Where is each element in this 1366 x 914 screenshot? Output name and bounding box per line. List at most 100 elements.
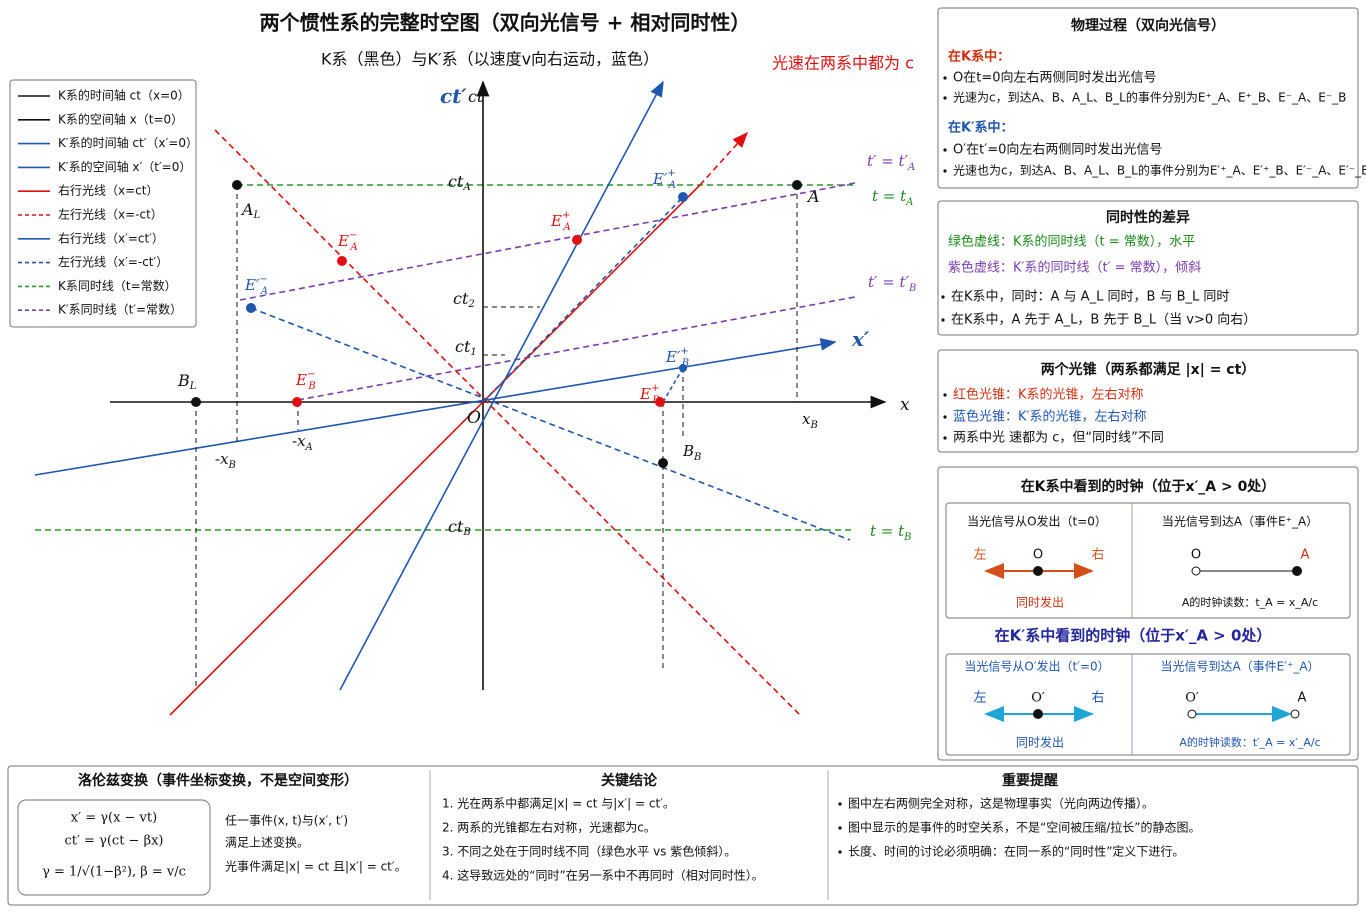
label-sub: B [651, 395, 659, 406]
label-base: x′ [851, 327, 870, 351]
legend-label: K′系的时间轴 ct′（x′=0） [58, 135, 198, 150]
light-left [214, 129, 801, 716]
bullet [943, 76, 947, 80]
bullet [943, 393, 947, 397]
light-right-prime [482, 196, 684, 403]
item: 1. 光在两系中都满足|x| = ct 与|x′| = ct′。 [442, 796, 675, 811]
legend-label: K系同时线（t=常数） [58, 278, 177, 293]
bullet [838, 850, 842, 854]
item: 在K系中，同时：A 与 A_L 同时，B 与 B_L 同时 [951, 290, 1229, 305]
label-sub: A [349, 242, 357, 253]
diagram-label: E′+ B [665, 346, 689, 369]
sub-title: 当光信号到达A（事件E⁺_A） [1162, 515, 1318, 529]
panel [937, 200, 1359, 336]
label-sub: B [228, 460, 236, 471]
item: 4. 这导致远处的“同时”在另一系中不再同时（相对同时性）。 [442, 868, 764, 883]
panel-title: 在K′系中看到的时钟（位于x′_A > 0处） [995, 627, 1272, 645]
diagram-label: t′ = t′B [868, 273, 916, 294]
diagram-label: xB [802, 410, 818, 431]
diagram-label: ct′ [440, 84, 467, 108]
caption: A的时钟读数：t_A = x_A/c [1182, 595, 1318, 609]
legend-label: 左行光线（x′=-ct′） [58, 254, 168, 269]
label-base: E [337, 232, 349, 250]
label-sub: B [693, 452, 701, 463]
label: O [1191, 548, 1201, 563]
sub-title: 当光信号从O发出（t=0） [967, 514, 1107, 529]
label-base: t′ = t′ [867, 152, 909, 170]
label-sub: A [260, 286, 268, 297]
label-sub: A [668, 180, 676, 191]
note: 满足上述变换。 [225, 835, 309, 850]
label-sup: + [667, 168, 675, 179]
subpanel [945, 502, 1351, 619]
bullet [838, 826, 842, 830]
title: 两个惯性系的完整时空图（双向光信号 + 相对同时性） [260, 11, 751, 35]
label-sup: + [562, 210, 570, 221]
label-base: x [900, 395, 910, 415]
section-title: 关键结论 [601, 772, 658, 789]
item: 光速为c，到达A、B、A_L、B_L的事件分别为E⁺_A、E⁺_B、E⁻_A、E… [953, 90, 1346, 105]
footer-box [7, 765, 1359, 906]
diagram-label: BB [682, 442, 701, 463]
item: 绿色虚线：K系的同时线（t = 常数），水平 [948, 234, 1195, 250]
caption: A的时钟读数：t′_A = x′_A/c [1179, 735, 1320, 749]
formula-box [17, 799, 211, 896]
label-base: E′ [652, 170, 668, 188]
label-base: E′ [244, 276, 260, 294]
light-right [169, 184, 701, 716]
diagram-label: x [900, 395, 910, 415]
panel-title: 物理过程（双向光信号） [1071, 17, 1225, 34]
light-right [699, 131, 749, 186]
panel [937, 7, 1359, 189]
panel-title: 两个光锥（两系都满足 |x| = ct） [1041, 361, 1256, 378]
xp-axis [34, 338, 837, 476]
clock [1033, 709, 1043, 719]
diagram-label: ct [468, 87, 484, 106]
label-sup: − [307, 369, 315, 380]
label-sub: 2 [467, 299, 474, 310]
item: 在K系中，A 先于 A_L，B 先于 B_L（当 v>0 向右） [951, 312, 1256, 328]
label-sub: B [462, 527, 470, 538]
formula: ct′ = γ(ct − βx) [64, 834, 163, 849]
label: 左 [973, 548, 986, 563]
diagram-label: O [467, 408, 481, 428]
label: A [1298, 691, 1307, 706]
label-sub: A [562, 222, 570, 233]
label-base: ct′ [440, 84, 467, 108]
formula: γ = 1/√(1−β²), β = v/c [42, 865, 186, 880]
bullet [943, 96, 947, 100]
label-base: E′ [665, 348, 681, 366]
bullet [941, 318, 945, 322]
note: 任一事件(x, t)与(x′, t′) [225, 814, 348, 828]
bullet [943, 415, 947, 419]
label-base: E [550, 212, 562, 230]
legend-label: K系的时间轴 ct（x=0） [58, 88, 190, 103]
label-base: E [295, 371, 307, 389]
label: O′ [1185, 691, 1199, 706]
diagram-label: t = tB [870, 522, 912, 543]
label-base: ct [468, 87, 484, 106]
diagram-label: E′+ A [652, 168, 676, 191]
note: 光事件满足|x| = ct 且|x′| = ct′。 [225, 860, 407, 874]
label-base: ct [455, 337, 471, 356]
label-sub: L [189, 381, 197, 392]
legend-label: 右行光线（x′=ct′） [58, 230, 164, 245]
label-base: ct [448, 172, 464, 191]
label-sub: A [905, 197, 913, 208]
label-sup: + [651, 383, 659, 394]
item: 长度、时间的讨论必须明确：在同一系的“同时性”定义下进行。 [848, 844, 1184, 859]
label-base: A [240, 200, 254, 219]
label-base: -x [215, 450, 229, 468]
sim-line-prime [239, 182, 856, 301]
label: O [1033, 548, 1043, 563]
diagram-label: t′ = t′A [867, 152, 915, 173]
label-sub: 1 [470, 347, 476, 358]
label: A [1301, 548, 1310, 563]
legend-label: K系的空间轴 x（t=0） [58, 111, 183, 126]
label-sub: A [907, 162, 915, 173]
diagram-label: E′− A [244, 274, 268, 297]
label-base: A [806, 187, 820, 206]
heading: 在K系中： [948, 49, 1010, 65]
caption: 同时发出 [1016, 735, 1064, 750]
